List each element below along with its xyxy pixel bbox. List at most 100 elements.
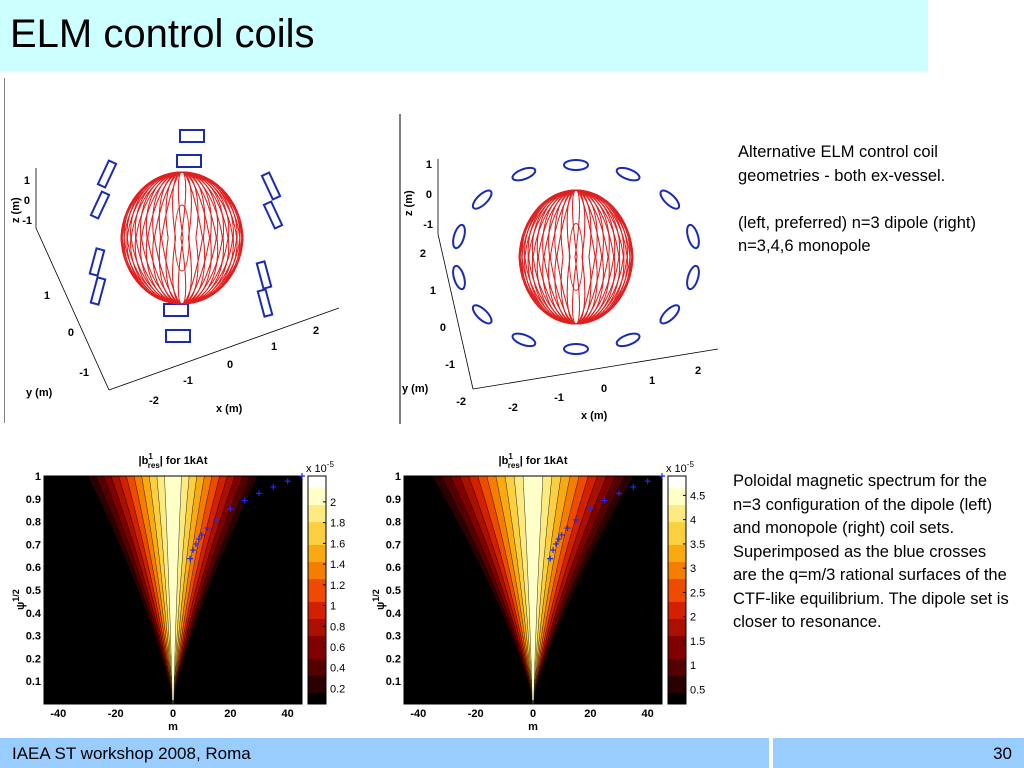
z-tick: 0 (426, 189, 432, 201)
x-tick: 2 (313, 325, 319, 337)
rational-surface-cross (198, 531, 205, 538)
colorbar-tick-label: 3.5 (690, 539, 705, 551)
x-tick-label: 0 (170, 708, 176, 720)
colorbar-tick-label: 1.6 (330, 538, 345, 550)
y-axis-label: ψ1/2 (371, 589, 387, 610)
y-tick: 0 (68, 327, 74, 339)
z-tick: -1 (423, 219, 433, 231)
colorbar-tick-label: 2.5 (690, 587, 705, 599)
rational-surface-cross (616, 490, 622, 497)
y-tick-label: 1 (35, 471, 41, 483)
rational-surface-cross (555, 536, 562, 543)
x-axis-label: m (528, 721, 538, 733)
rational-surface-markers (187, 473, 305, 562)
colorbar-tick-label: 2 (690, 612, 696, 624)
y-tick-label: 0.9 (26, 494, 41, 506)
x-tick-label: -20 (108, 708, 124, 720)
colorbar-tick-label: 1.2 (330, 580, 345, 592)
plasma-field-lines (518, 189, 634, 325)
colorbar-tick-label: 1.4 (330, 559, 345, 571)
caption-spectrum: Poloidal magnetic spectrum for the n=3 c… (733, 470, 1013, 635)
heatmap-title: |b1 res| for 1kAt (499, 452, 568, 470)
z-axis-label: z (m) (10, 197, 22, 223)
colorbar-tick-label: 0.5 (690, 684, 705, 696)
colorbar-tick-label: 0.6 (330, 642, 345, 654)
x-tick-label: 40 (642, 708, 654, 720)
colorbar-exponent: x 10-5 (666, 460, 694, 475)
y-tick-label: 0.3 (386, 631, 401, 643)
y-tick-label: 0.8 (386, 517, 401, 529)
x-tick: 0 (227, 359, 233, 371)
coil-geometry-dipole-figure: z (m) 1 0 -1 1 0 -1 -2 y (m) 2 1 0 -1 x … (4, 78, 370, 423)
colorbar-tick-label: 2 (330, 497, 336, 509)
x-tick-label: 40 (282, 708, 294, 720)
footer-page-bar: 30 (773, 738, 1024, 768)
caption-line-geometry: Alternative ELM control coil geometries … (738, 143, 946, 185)
y-tick-label: 0.3 (26, 631, 41, 643)
y-tick: -2 (149, 395, 159, 407)
y-tick: 2 (420, 248, 426, 260)
footer-bar: IAEA ST workshop 2008, Roma (0, 738, 769, 768)
x-tick: 1 (271, 341, 277, 353)
rational-surface-cross (213, 516, 219, 523)
x-tick-label: 20 (224, 708, 236, 720)
x-axis-label: x (m) (581, 410, 608, 422)
rational-surface-cross (256, 490, 262, 497)
coil-3d-plot-right: z (m) 1 0 -1 2 1 0 -1 -2 y (m) 2 1 0 -1 … (399, 114, 719, 424)
rational-surface-cross (630, 483, 637, 490)
rational-surface-cross (659, 473, 665, 479)
y-tick: 1 (430, 285, 436, 297)
x-tick: 0 (601, 383, 607, 395)
coil-geometry-monopole-figure: z (m) 1 0 -1 2 1 0 -1 -2 y (m) 2 1 0 -1 … (398, 114, 728, 424)
page-number: 30 (993, 744, 1012, 763)
x-tick-label: -40 (410, 708, 426, 720)
spectrum-heatmap-dipole: -40 -20 0 20 40 0.1 0.2 0.3 0.4 0.5 0.6 0.7 0.8 0.9 1 m… (4, 444, 366, 734)
y-tick-label: 0.1 (26, 676, 41, 688)
x-tick: -2 (508, 402, 518, 414)
y-tick-label: 0.5 (386, 585, 401, 597)
x-tick-label: -20 (468, 708, 484, 720)
y-tick: 1 (44, 290, 50, 302)
y-tick-label: 0.9 (386, 494, 401, 506)
x-tick-label: 20 (584, 708, 596, 720)
rational-surface-cross (564, 525, 571, 532)
colorbar-tick-label: 1 (330, 601, 336, 613)
y-tick-label: 0.4 (26, 608, 42, 620)
z-axis-label: z (m) (403, 190, 415, 216)
caption-spectrum-text: Poloidal magnetic spectrum for the n=3 c… (733, 472, 1009, 631)
rational-surface-cross (270, 483, 277, 490)
y-tick-label: 0.6 (26, 562, 41, 574)
y-axis-label: ψ1/2 (11, 589, 27, 610)
y-tick-label: 1 (395, 471, 401, 483)
caption-line-configs: (left, preferred) n=3 dipole (right) n=3… (738, 213, 976, 256)
x-tick-label: 0 (530, 708, 536, 720)
y-tick-label: 0.4 (386, 608, 402, 620)
rational-surface-cross (550, 547, 557, 554)
rational-surface-cross (227, 506, 234, 513)
y-tick-label: 0.6 (386, 562, 401, 574)
colorbar-tick-label: 1.5 (690, 636, 705, 648)
rational-surface-cross (587, 506, 594, 513)
colorbar-tick-label: 4 (690, 515, 696, 527)
rational-surface-cross (195, 536, 202, 543)
z-tick: -1 (22, 215, 32, 227)
rational-surface-cross (601, 497, 608, 504)
rational-surface-cross (190, 547, 197, 554)
spectrum-heatmap-monopole: -40 -20 0 20 40 0.1 0.2 0.3 0.4 0.5 0.6 0.7 0.8 0.9 1 m… (364, 444, 726, 734)
colorbar-exponent: x 10-5 (306, 460, 334, 475)
rational-surface-cross (644, 478, 651, 485)
y-tick: -1 (445, 359, 455, 371)
colorbar-tick-label: 0.2 (330, 683, 345, 695)
rational-surface-cross (299, 473, 305, 479)
y-axis-label: y (m) (26, 387, 53, 399)
y-tick-label: 0.7 (386, 539, 401, 551)
caption-coil-geometries: Alternative ELM control coil geometries … (738, 141, 1008, 259)
x-tick: 1 (649, 375, 655, 387)
x-tick-label: -40 (50, 708, 66, 720)
heatmap-title: |b1 res| for 1kAt (139, 452, 208, 470)
rational-surface-cross (204, 525, 211, 532)
rational-surface-cross (187, 555, 194, 562)
rational-surface-cross (241, 497, 248, 504)
y-tick-label: 0.5 (26, 585, 41, 597)
rational-surface-cross (192, 540, 199, 547)
